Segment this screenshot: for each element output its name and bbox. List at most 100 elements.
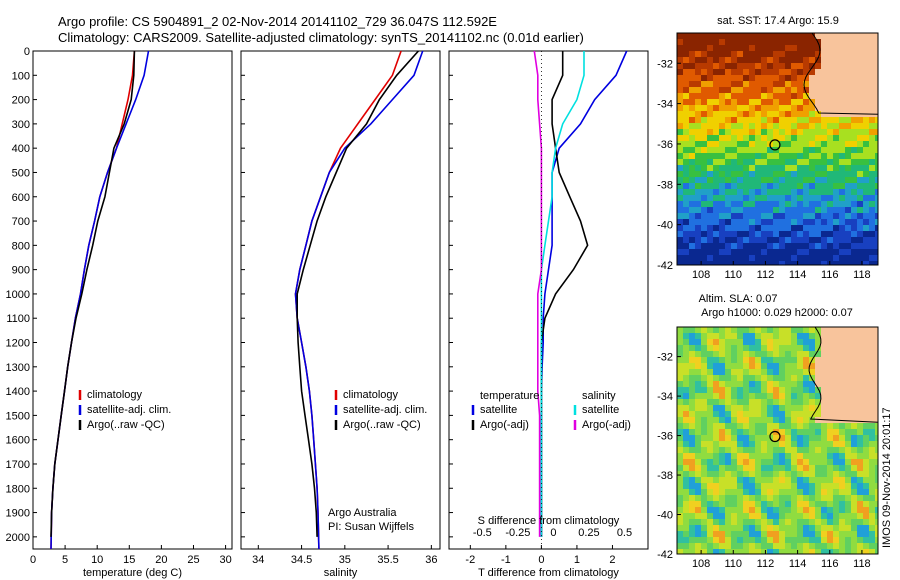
map-cell (683, 393, 689, 399)
x-tick-label: 116 (821, 558, 839, 570)
map-cell (731, 375, 737, 381)
map-cell (761, 177, 767, 183)
map-cell (869, 483, 875, 489)
map-cell (683, 129, 689, 135)
map-cell (869, 195, 875, 201)
map-cell (815, 123, 821, 129)
map-cell (701, 243, 707, 249)
map-cell (707, 99, 713, 105)
map-cell (851, 345, 857, 351)
map-cell (851, 45, 857, 51)
map-cell (713, 219, 719, 225)
map-cell (701, 159, 707, 165)
map-cell (707, 231, 713, 237)
map-cell (845, 411, 851, 417)
map-cell (809, 213, 815, 219)
map-cell (785, 519, 791, 525)
map-cell (677, 519, 683, 525)
map-cell (827, 129, 833, 135)
map-cell (791, 333, 797, 339)
map-cell (695, 81, 701, 87)
map-cell (809, 225, 815, 231)
map-cell (809, 495, 815, 501)
map-cell (707, 255, 713, 261)
map-cell (815, 87, 821, 93)
map-cell (845, 537, 851, 543)
map-cell (731, 261, 737, 265)
map-cell (839, 483, 845, 489)
map-cell (689, 249, 695, 255)
map-cell (689, 183, 695, 189)
map-cell (779, 513, 785, 519)
map-cell (731, 255, 737, 261)
map-cell (857, 393, 863, 399)
map-cell (731, 429, 737, 435)
map-cell (785, 111, 791, 117)
map-cell (839, 255, 845, 261)
map-cell (737, 147, 743, 153)
map-cell (707, 501, 713, 507)
map-cell (809, 237, 815, 243)
map-cell (731, 81, 737, 87)
map-cell (833, 225, 839, 231)
map-cell (857, 75, 863, 81)
map-cell (773, 63, 779, 69)
map-cell (719, 207, 725, 213)
map-cell (779, 429, 785, 435)
map-cell (719, 357, 725, 363)
map-cell (749, 117, 755, 123)
map-cell (827, 225, 833, 231)
map-cell (689, 351, 695, 357)
map-cell (785, 351, 791, 357)
map-cell (809, 435, 815, 441)
map-cell (677, 507, 683, 513)
map-cell (731, 243, 737, 249)
map-cell (833, 63, 839, 69)
map-cell (755, 123, 761, 129)
map-cell (755, 171, 761, 177)
map-cell (779, 183, 785, 189)
map-cell (869, 477, 875, 483)
map-cell (863, 105, 869, 111)
x-tick-label: 114 (789, 558, 807, 570)
map-cell (767, 405, 773, 411)
map-cell (725, 375, 731, 381)
map-cell (791, 165, 797, 171)
map-cell (821, 471, 827, 477)
map-cell (743, 69, 749, 75)
map-cell (713, 93, 719, 99)
map-cell (845, 141, 851, 147)
map-cell (737, 45, 743, 51)
map-cell (677, 339, 683, 345)
map-cell (677, 333, 683, 339)
map-cell (731, 327, 737, 333)
map-cell (803, 33, 809, 39)
map-cell (701, 417, 707, 423)
map-cell (743, 465, 749, 471)
map-cell (875, 351, 878, 357)
map-cell (761, 507, 767, 513)
map-cell (761, 327, 767, 333)
map-cell (875, 261, 878, 265)
map-cell (761, 501, 767, 507)
map-cell (851, 423, 857, 429)
map-cell (779, 153, 785, 159)
map-cell (791, 435, 797, 441)
map-cell (797, 345, 803, 351)
map-cell (839, 219, 845, 225)
map-cell (857, 441, 863, 447)
map-cell (863, 453, 869, 459)
map-cell (869, 435, 875, 441)
map-cell (803, 87, 809, 93)
map-cell (719, 513, 725, 519)
map-cell (875, 507, 878, 513)
map-cell (797, 357, 803, 363)
map-cell (743, 189, 749, 195)
map-cell (839, 447, 845, 453)
map-cell (755, 105, 761, 111)
map-cell (677, 111, 683, 117)
map-cell (737, 441, 743, 447)
map-cell (755, 489, 761, 495)
map-cell (701, 519, 707, 525)
map-cell (815, 513, 821, 519)
